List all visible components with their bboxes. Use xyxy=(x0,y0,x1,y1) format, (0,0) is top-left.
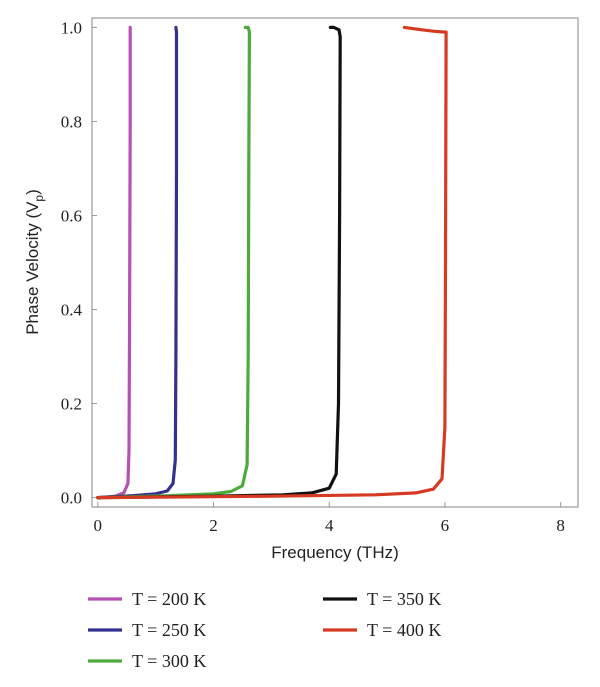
legend-label-3: T = 300 K xyxy=(132,651,206,671)
y-tick-label: 0.8 xyxy=(61,112,82,131)
x-tick-label: 4 xyxy=(325,516,334,535)
legend-label-2: T = 250 K xyxy=(132,620,206,640)
series-line-3 xyxy=(96,25,251,500)
y-tick-label: 1.0 xyxy=(61,18,82,37)
x-tick-label: 6 xyxy=(441,516,450,535)
y-tick-label: 0.4 xyxy=(61,301,83,320)
legend-label-5: T = 400 K xyxy=(367,620,441,640)
legend: T = 200 K T = 250 K T = 300 K T = 350 K T = … xyxy=(88,589,441,671)
plot-frame xyxy=(91,17,579,508)
series-lines xyxy=(96,25,448,500)
series-line-1 xyxy=(96,25,132,500)
y-tick-label: 0.6 xyxy=(61,206,82,225)
x-tick-label: 0 xyxy=(94,516,103,535)
series-line-4 xyxy=(96,25,342,500)
legend-label-4: T = 350 K xyxy=(367,589,441,609)
legend-label-1: T = 200 K xyxy=(132,589,206,609)
y-axis-title-close: ) xyxy=(23,189,42,195)
x-axis-title: Frequency (THz) xyxy=(271,543,399,562)
series-line-2 xyxy=(96,25,179,500)
y-tick-label: 0.2 xyxy=(61,395,82,414)
series-line-5 xyxy=(96,25,448,500)
y-axis-title: Phase Velocity (Vp) xyxy=(23,189,46,335)
y-axis-title-subscript: p xyxy=(32,195,46,202)
y-tick-label: 0.0 xyxy=(61,489,82,508)
axis-ticks: 0 2 4 6 8 0.0 0.2 0.4 0.6 0.8 1.0 xyxy=(61,18,565,535)
y-axis-title-main: Phase Velocity (V xyxy=(23,201,42,335)
x-tick-label: 8 xyxy=(556,516,565,535)
x-tick-label: 2 xyxy=(209,516,218,535)
